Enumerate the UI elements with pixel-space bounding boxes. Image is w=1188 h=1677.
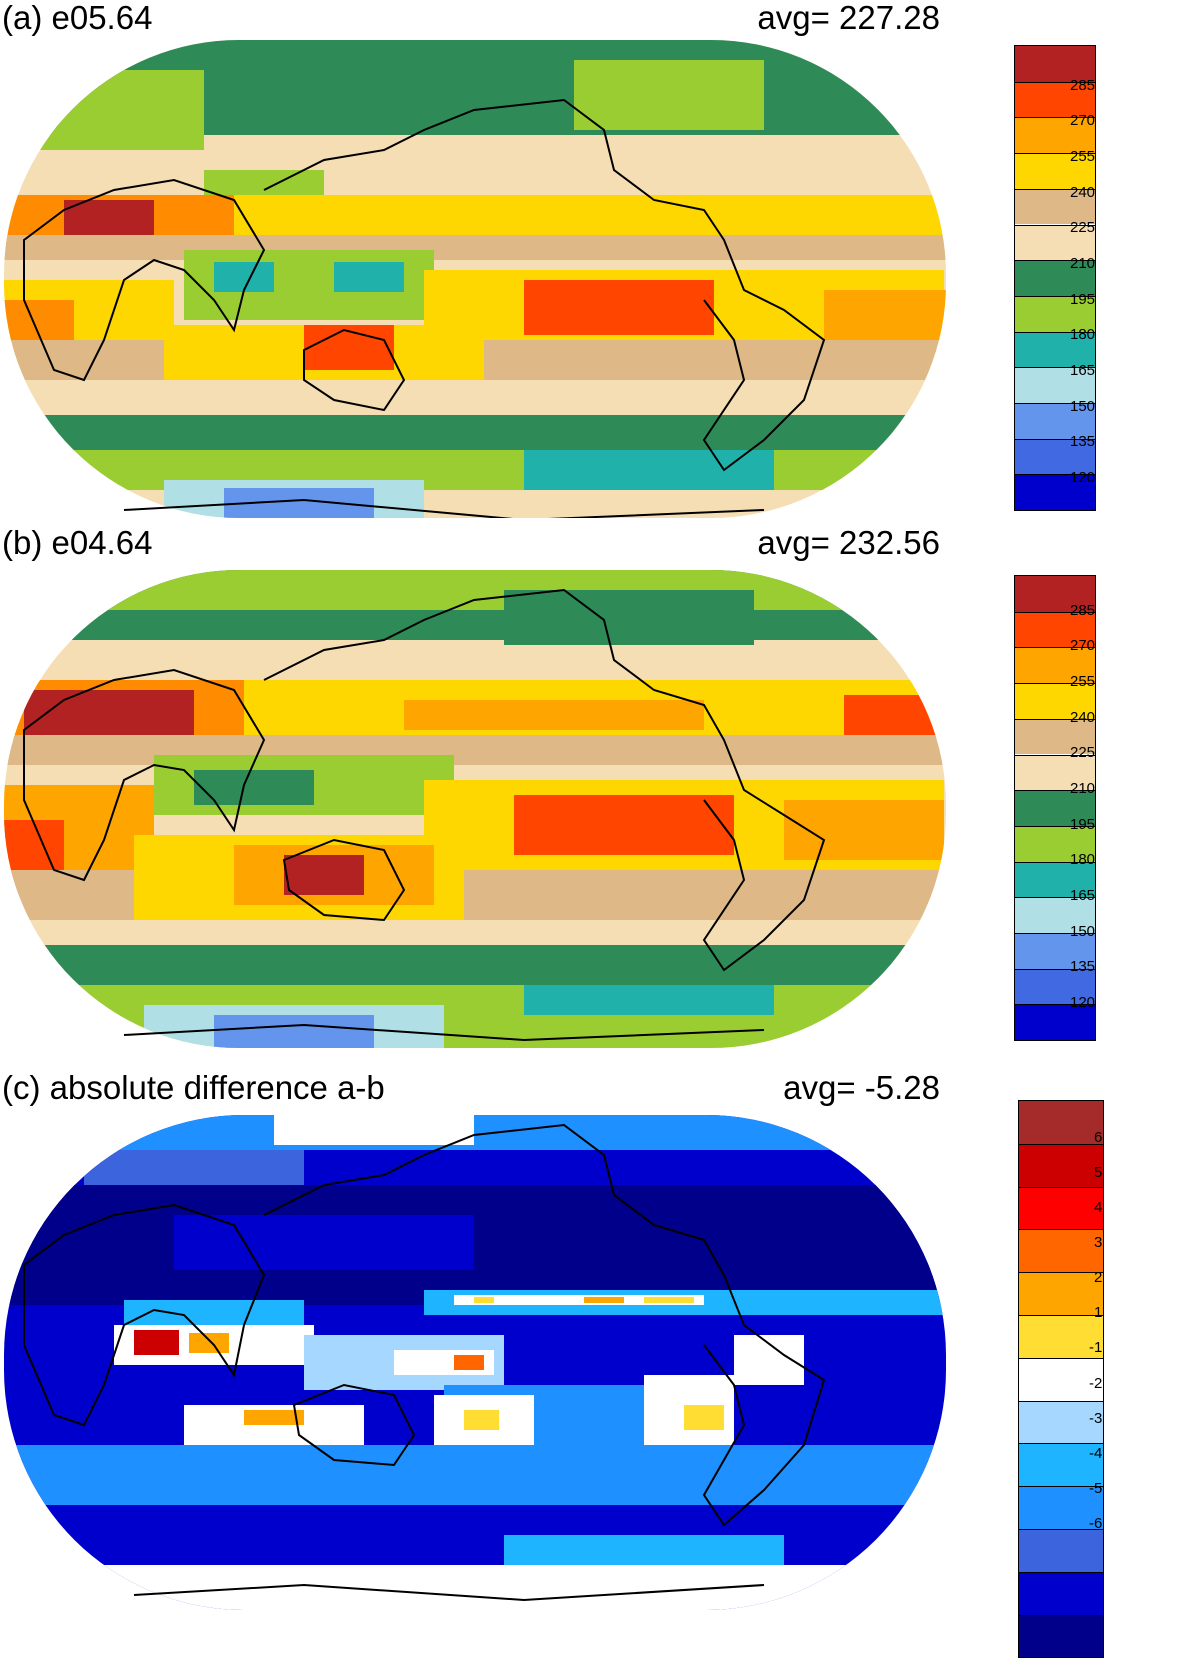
panel-c: (c) absolute difference a-b avg= -5.28 bbox=[0, 1070, 1188, 1677]
colorbar-box bbox=[1019, 1443, 1103, 1487]
colorbar-box bbox=[1019, 1143, 1103, 1187]
colorbar-label: -3 bbox=[1089, 1410, 1103, 1427]
colorbar-box bbox=[1015, 576, 1095, 612]
colorbar-label: 210 bbox=[1070, 255, 1096, 272]
colorbar-box bbox=[1015, 81, 1095, 118]
colorbar-box bbox=[1015, 825, 1095, 862]
colorbar bbox=[1014, 45, 1096, 511]
colorbar-box bbox=[1015, 403, 1095, 439]
colorbar-label: 270 bbox=[1070, 112, 1096, 129]
colorbar-box bbox=[1019, 1486, 1103, 1529]
coastline-outline bbox=[23, 98, 826, 518]
colorbar-label: 255 bbox=[1070, 673, 1096, 690]
colorbar-box bbox=[1015, 754, 1095, 791]
colorbar-box bbox=[1019, 1571, 1103, 1615]
colorbar-box bbox=[1015, 46, 1095, 82]
colorbar-label: 135 bbox=[1070, 433, 1096, 450]
colorbar-box bbox=[1019, 1357, 1103, 1401]
colorbar-box bbox=[1019, 1400, 1103, 1444]
colorbar-label: 195 bbox=[1070, 816, 1096, 833]
difference-map bbox=[4, 1115, 946, 1610]
colorbar bbox=[1014, 575, 1096, 1041]
colorbar-box bbox=[1015, 1004, 1095, 1040]
colorbar-box bbox=[1019, 1186, 1103, 1230]
colorbar-label: 225 bbox=[1070, 744, 1096, 761]
colorbar-label: -5 bbox=[1089, 1480, 1103, 1497]
colorbar-box bbox=[1015, 188, 1095, 225]
panel-average: avg= -5.28 bbox=[783, 1069, 940, 1106]
colorbar-box bbox=[1015, 295, 1095, 332]
colorbar-label: -1 bbox=[1089, 1339, 1103, 1356]
colorbar-label: 180 bbox=[1070, 851, 1096, 868]
temperature-map bbox=[4, 570, 946, 1048]
colorbar-label: 5 bbox=[1094, 1164, 1103, 1181]
coastline-outline bbox=[23, 1123, 826, 1602]
colorbar-box bbox=[1015, 438, 1095, 475]
colorbar-box bbox=[1015, 790, 1095, 826]
colorbar-label: 225 bbox=[1070, 219, 1096, 236]
colorbar-box bbox=[1015, 224, 1095, 261]
colorbar-label: -2 bbox=[1089, 1375, 1103, 1392]
panel-title: (b) e04.64 bbox=[2, 524, 153, 561]
colorbar-box bbox=[1015, 861, 1095, 898]
colorbar-box bbox=[1019, 1315, 1103, 1358]
colorbar-label: 285 bbox=[1070, 602, 1096, 619]
colorbar bbox=[1018, 1100, 1104, 1658]
colorbar-label: 165 bbox=[1070, 362, 1096, 379]
colorbar-box bbox=[1015, 611, 1095, 648]
colorbar-label: 240 bbox=[1070, 709, 1096, 726]
colorbar-label: 120 bbox=[1070, 469, 1096, 486]
colorbar-box bbox=[1019, 1529, 1103, 1572]
colorbar-label: 255 bbox=[1070, 148, 1096, 165]
colorbar-label: 180 bbox=[1070, 326, 1096, 343]
colorbar-box bbox=[1015, 367, 1095, 403]
colorbar-label: 120 bbox=[1070, 994, 1096, 1011]
colorbar-label: 165 bbox=[1070, 887, 1096, 904]
colorbar-box bbox=[1019, 1614, 1103, 1657]
panel-b: (b) e04.64 avg= 232.56 bbox=[0, 525, 1188, 1070]
colorbar-label: 6 bbox=[1094, 1129, 1103, 1146]
temperature-map bbox=[4, 40, 946, 518]
colorbar-box bbox=[1015, 331, 1095, 368]
panel-title: (c) absolute difference a-b bbox=[2, 1069, 385, 1106]
colorbar-label: 150 bbox=[1070, 398, 1096, 415]
colorbar-label: 195 bbox=[1070, 291, 1096, 308]
colorbar-box bbox=[1015, 933, 1095, 969]
colorbar-box bbox=[1015, 153, 1095, 189]
colorbar-label: 2 bbox=[1094, 1269, 1103, 1286]
colorbar-label: 1 bbox=[1094, 1304, 1103, 1321]
panel-a: (a) e05.64 avg= 227.28 bbox=[0, 0, 1188, 525]
panel-average: avg= 227.28 bbox=[757, 0, 940, 36]
colorbar-box bbox=[1015, 117, 1095, 154]
colorbar-box bbox=[1015, 260, 1095, 296]
colorbar-label: 285 bbox=[1070, 77, 1096, 94]
colorbar-label: 210 bbox=[1070, 780, 1096, 797]
colorbar-box bbox=[1015, 683, 1095, 719]
colorbar-box bbox=[1015, 474, 1095, 510]
colorbar-box bbox=[1015, 718, 1095, 755]
colorbar-label: 150 bbox=[1070, 923, 1096, 940]
colorbar-box bbox=[1015, 647, 1095, 684]
colorbar-label: -6 bbox=[1089, 1515, 1103, 1532]
colorbar-label: 4 bbox=[1094, 1199, 1103, 1216]
colorbar-label: 240 bbox=[1070, 184, 1096, 201]
colorbar-label: 3 bbox=[1094, 1234, 1103, 1251]
colorbar-label: 270 bbox=[1070, 637, 1096, 654]
panel-average: avg= 232.56 bbox=[757, 524, 940, 561]
colorbar-box bbox=[1019, 1272, 1103, 1315]
colorbar-box bbox=[1019, 1229, 1103, 1273]
colorbar-box bbox=[1015, 897, 1095, 933]
colorbar-label: 135 bbox=[1070, 958, 1096, 975]
coastline-outline bbox=[23, 588, 826, 1042]
colorbar-box bbox=[1019, 1101, 1103, 1144]
colorbar-box bbox=[1015, 968, 1095, 1005]
panel-title: (a) e05.64 bbox=[2, 0, 153, 36]
colorbar-label: -4 bbox=[1089, 1445, 1103, 1462]
